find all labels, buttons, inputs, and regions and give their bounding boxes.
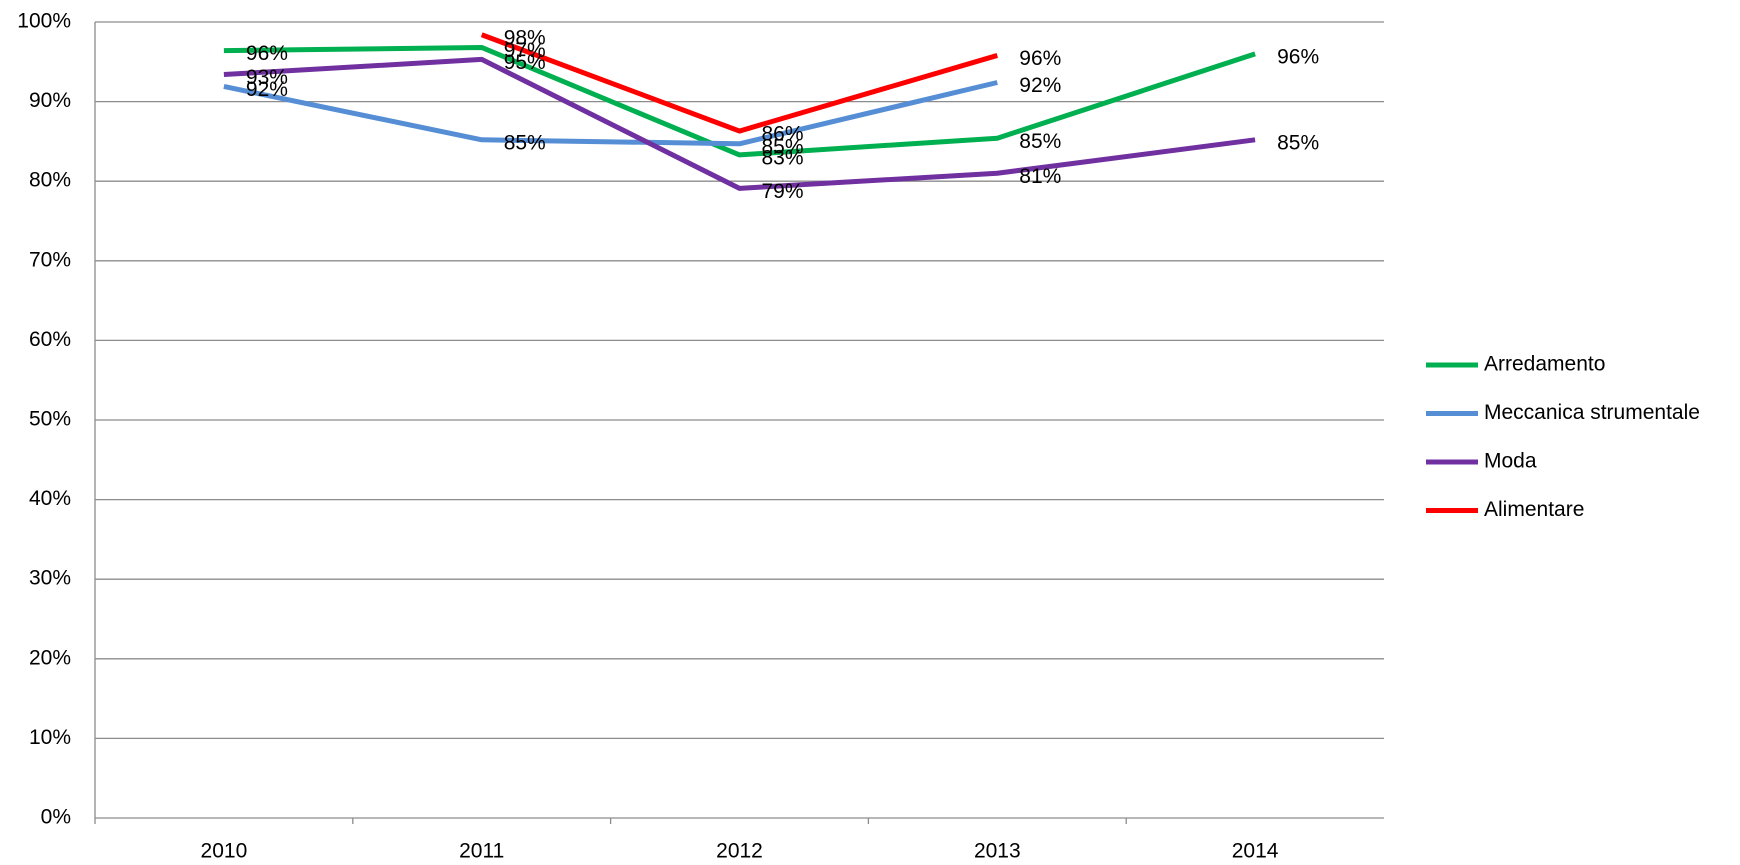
x-tick-label: 2013 xyxy=(974,840,1021,863)
y-tick-label: 0% xyxy=(41,806,71,829)
data-label: 96% xyxy=(1019,47,1061,70)
data-label: 85% xyxy=(762,135,804,158)
y-tick-label: 30% xyxy=(29,567,71,590)
y-tick-label: 20% xyxy=(29,646,71,669)
y-tick-label: 50% xyxy=(29,408,71,431)
x-tick-label: 2011 xyxy=(459,840,504,863)
series-line xyxy=(223,80,998,147)
y-tick-label: 10% xyxy=(29,726,71,749)
series-line xyxy=(223,56,1256,191)
data-label: 81% xyxy=(1019,165,1061,188)
y-tick-label: 60% xyxy=(29,328,71,351)
x-tick-label: 2012 xyxy=(716,840,763,863)
data-label: 85% xyxy=(504,131,546,154)
data-label: 92% xyxy=(246,78,288,101)
data-label: 85% xyxy=(1277,131,1319,154)
y-tick-label: 100% xyxy=(17,10,71,33)
y-tick-label: 40% xyxy=(29,487,71,510)
data-label: 86% xyxy=(762,123,804,146)
legend-label: Alimentare xyxy=(1484,498,1584,521)
data-label: 96% xyxy=(246,42,288,65)
data-label: 95% xyxy=(504,51,546,74)
y-tick-label: 90% xyxy=(29,89,71,112)
legend-label: Meccanica strumentale xyxy=(1484,401,1700,424)
y-tick-label: 80% xyxy=(29,169,71,192)
y-tick-label: 70% xyxy=(29,248,71,271)
data-label: 93% xyxy=(246,66,288,89)
data-label: 96% xyxy=(1277,45,1319,68)
legend-label: Arredamento xyxy=(1484,353,1605,376)
data-label: 97% xyxy=(504,39,546,62)
data-label: 92% xyxy=(1019,74,1061,97)
data-label: 83% xyxy=(762,146,804,169)
data-label: 79% xyxy=(762,180,804,203)
series-line xyxy=(223,44,1256,158)
legend-label: Moda xyxy=(1484,450,1537,473)
x-tick-label: 2010 xyxy=(201,840,248,863)
x-tick-label: 2014 xyxy=(1232,840,1279,863)
data-label: 98% xyxy=(504,26,546,49)
data-label: 85% xyxy=(1019,130,1061,153)
series-line xyxy=(480,32,999,134)
